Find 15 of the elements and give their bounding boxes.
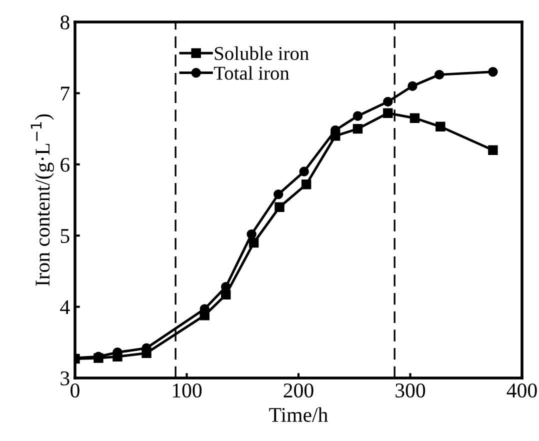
x-tick-label: 400 [506,383,537,398]
x-tick-label: 300 [396,383,426,398]
x-tick-label: 100 [172,383,202,398]
x-tick-label: 200 [284,383,314,398]
x-tick-label: 0 [70,383,80,398]
y-tick-label: 7 [61,86,70,100]
y-axis-title: Iron content/(g·L$^{−1}$) [30,114,54,286]
y-tick-label: 3 [60,371,70,386]
legend-label: Total iron [214,66,290,80]
legend-label: Soluble iron [214,46,309,60]
y-tick-label: 6 [60,158,70,172]
x-axis-title: Time/h [269,407,328,422]
y-tick-label: 8 [60,15,70,30]
y-tick-label: 5 [60,229,70,244]
y-tick-label: 4 [60,300,70,314]
